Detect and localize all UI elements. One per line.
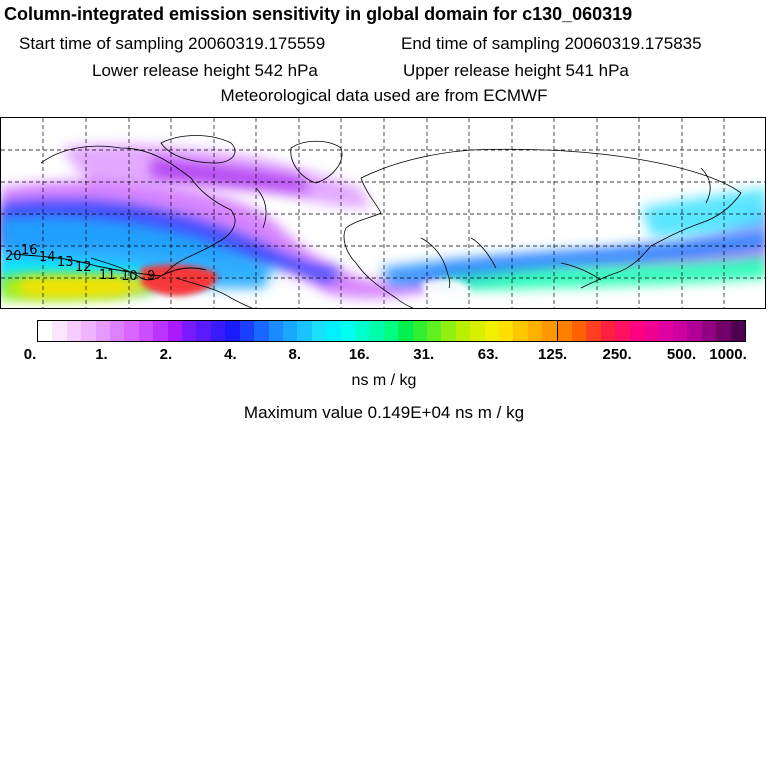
upper-height-label: Upper release height 541 hPa <box>403 61 629 80</box>
colorbar-segment <box>629 321 645 341</box>
map-canvas: 20 16 14 13 12 11 10 9 <box>1 118 765 308</box>
start-time-label: Start time of sampling 20060319.175559 <box>19 34 326 53</box>
colorbar-segment <box>455 321 471 341</box>
colorbar-segment <box>383 321 399 341</box>
contour-label: 14 <box>39 250 56 265</box>
colorbar-segment <box>81 321 96 341</box>
colorbar-tick-label: 16. <box>348 346 370 363</box>
colorbar-segment <box>687 321 702 341</box>
colorbar-segment <box>110 321 125 341</box>
colorbar-tick-label: 63. <box>477 346 499 363</box>
colorbar-segment <box>282 321 298 341</box>
contour-label: 16 <box>21 243 38 258</box>
trajectory: 20 16 14 13 12 11 10 9 <box>5 243 207 284</box>
colorbar-segment <box>600 321 616 341</box>
colorbar-segment <box>153 321 168 341</box>
colorbar-segment <box>557 321 573 341</box>
graticule <box>1 118 765 308</box>
colorbar-segment <box>354 321 370 341</box>
colorbar-segment <box>124 321 139 341</box>
colorbar-segment <box>412 321 427 341</box>
colorbar-segment <box>196 321 211 341</box>
colorbar-units: ns m / kg <box>351 372 417 389</box>
colorbar-segment <box>95 321 111 341</box>
maximum-value-label: Maximum value 0.149E+04 ns m / kg <box>243 403 525 422</box>
colorbar-segment <box>297 321 312 341</box>
colorbar-segment <box>167 321 183 341</box>
colorbar-tick-label: 500. <box>666 346 697 363</box>
colorbar-segment <box>672 321 688 341</box>
colorbar-segment <box>716 321 731 341</box>
colorbar-segment <box>542 321 558 341</box>
colorbar-tick-label: 250. <box>602 346 632 363</box>
colorbar-segment <box>326 321 341 341</box>
plot-title: Column-integrated emission sensitivity i… <box>4 4 633 24</box>
colorbar-segment <box>701 321 717 341</box>
colorbar-segment <box>484 321 499 341</box>
colorbar-segment <box>311 321 327 341</box>
colorbar-segment <box>470 321 485 341</box>
colorbar-segment <box>268 321 283 341</box>
colorbar-tick-labels: 0. 1. 2. 4. 8. 16. 31. 63. 125. 250. 500. 1000. <box>0 346 768 366</box>
colorbar-tick-label: 31. <box>413 346 435 363</box>
lower-height-label: Lower release height 542 hPa <box>92 61 318 80</box>
colorbar-segment <box>138 321 154 341</box>
colorbar-segment <box>426 321 442 341</box>
colorbar-segment <box>730 321 745 341</box>
end-time-label: End time of sampling 20060319.175835 <box>401 34 702 53</box>
contour-label: 20 <box>5 249 22 264</box>
colorbar-segment <box>66 321 82 341</box>
colorbar-segment <box>644 321 659 341</box>
met-data-label: Meteorological data used are from ECMWF <box>220 86 548 105</box>
colorbar-segment <box>499 321 514 341</box>
colorbar-tick-label: 125. <box>538 346 568 363</box>
colorbar-tick-label: 0. <box>23 346 37 363</box>
contour-label: 13 <box>57 255 74 270</box>
colorbar-segment <box>210 321 226 341</box>
colorbar-tick-label: 8. <box>288 346 302 363</box>
colorbar-segment <box>254 321 269 341</box>
contour-label: 10 <box>121 269 138 284</box>
colorbar-tick-label: 2. <box>159 346 173 363</box>
colorbar-segment <box>182 321 197 341</box>
sensitivity-map: 20 16 14 13 12 11 10 9 <box>0 117 766 309</box>
colorbar-segment <box>369 321 384 341</box>
colorbar-tick-label: 1000. <box>709 346 747 363</box>
colorbar-tick-label: 1. <box>95 346 108 363</box>
colorbar-segment <box>38 321 53 341</box>
colorbar-segment <box>513 321 528 341</box>
contour-label: 9 <box>147 269 155 284</box>
colorbar-segment <box>52 321 67 341</box>
contour-label: 12 <box>75 260 92 275</box>
colorbar-tick-label: 4. <box>224 346 237 363</box>
colorbar-segment <box>586 321 601 341</box>
colorbar-segment <box>398 321 413 341</box>
colorbar-segment <box>340 321 355 341</box>
colorbar-segment <box>527 321 543 341</box>
colorbar-segment <box>239 321 255 341</box>
colorbar <box>37 320 746 342</box>
colorbar-segment <box>441 321 456 341</box>
colorbar-segment <box>658 321 673 341</box>
colorbar-segment <box>572 321 587 341</box>
colorbar-segment <box>225 321 240 341</box>
contour-label: 11 <box>99 268 116 283</box>
colorbar-segment <box>615 321 630 341</box>
